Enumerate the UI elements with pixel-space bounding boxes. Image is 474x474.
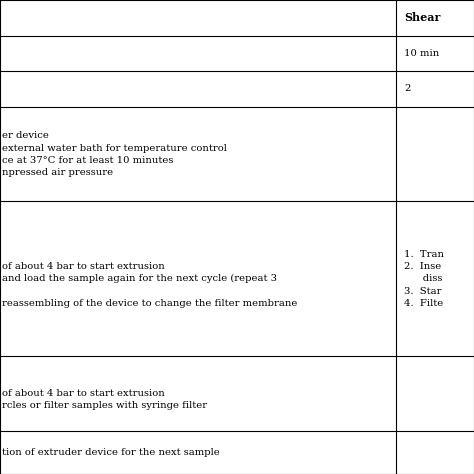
- Text: tion of extruder device for the next sample: tion of extruder device for the next sam…: [2, 448, 220, 457]
- Text: er device
external water bath for temperature control
ce at 37°C for at least 10: er device external water bath for temper…: [2, 131, 227, 177]
- Text: Shear: Shear: [404, 12, 441, 23]
- Text: of about 4 bar to start extrusion
rcles or filter samples with syringe filter: of about 4 bar to start extrusion rcles …: [2, 377, 208, 410]
- Text: 2: 2: [404, 84, 410, 93]
- Text: 1.  Tran
2.  Inse
      diss
3.  Star
4.  Filte: 1. Tran 2. Inse diss 3. Star 4. Filte: [404, 250, 444, 308]
- Text: of about 4 bar to start extrusion
and load the sample again for the next cycle (: of about 4 bar to start extrusion and lo…: [2, 250, 298, 308]
- Text: 10 min: 10 min: [404, 49, 439, 58]
